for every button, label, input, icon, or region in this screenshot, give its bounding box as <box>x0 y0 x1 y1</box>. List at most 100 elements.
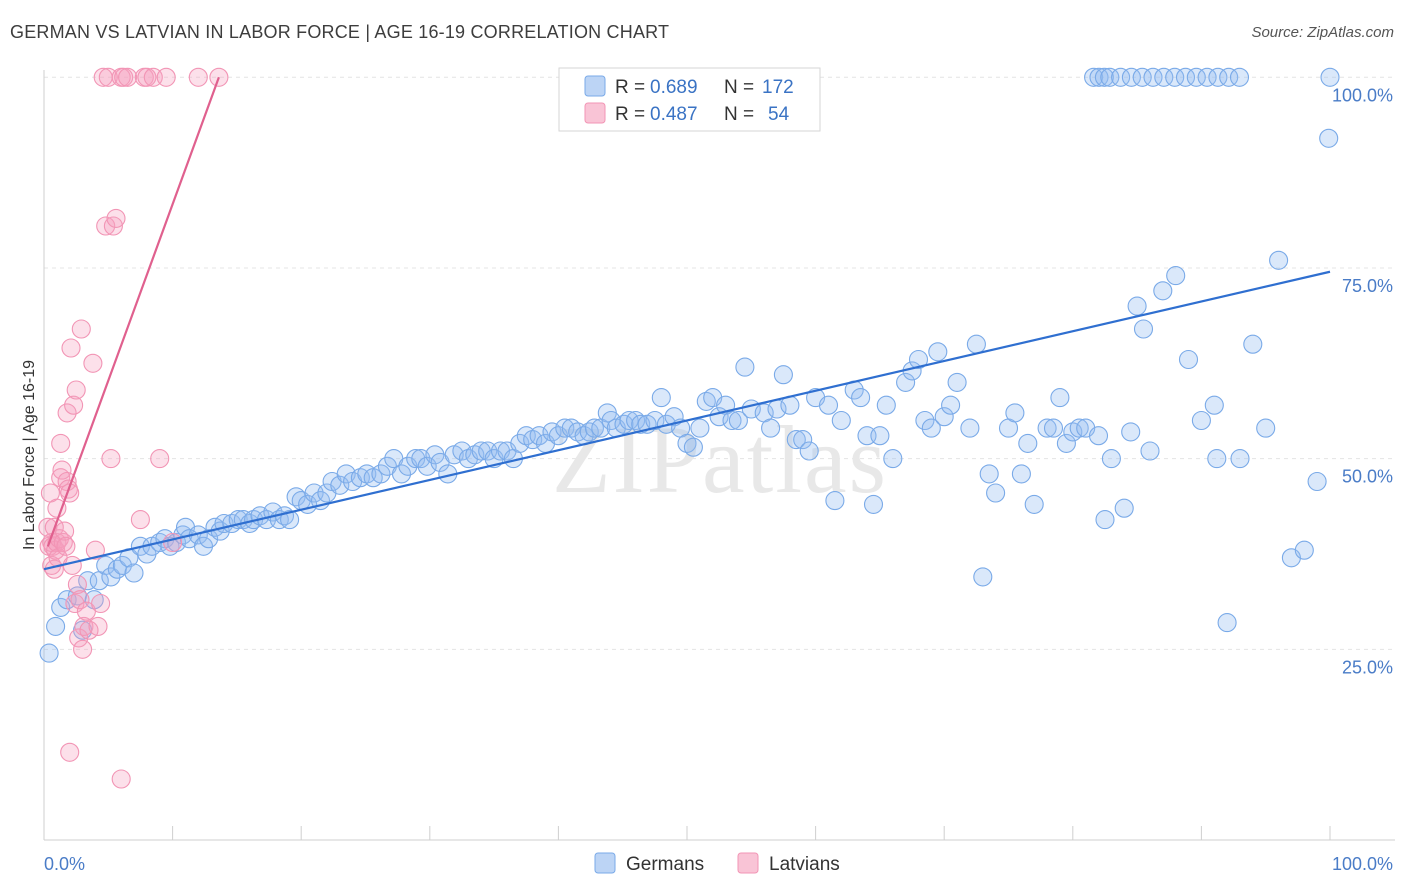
point-latvians <box>57 403 77 423</box>
point-germans <box>555 418 575 438</box>
point-germans <box>645 410 665 431</box>
point-germans <box>941 395 961 415</box>
point-germans <box>1175 67 1196 87</box>
point-germans <box>960 418 980 438</box>
point-germans <box>336 464 356 484</box>
point-germans <box>683 437 703 457</box>
point-germans <box>870 426 890 446</box>
point-germans <box>1320 67 1340 87</box>
point-germans <box>417 456 437 476</box>
point-germans <box>799 441 819 461</box>
point-germans <box>1111 67 1131 87</box>
point-germans <box>1153 281 1173 301</box>
legend-r-label-germans: R = <box>615 77 645 98</box>
y-axis-label: In Labor Force | Age 16-19 <box>21 360 38 550</box>
point-germans <box>1165 67 1185 87</box>
point-germans <box>876 395 896 415</box>
point-latvians <box>156 67 176 87</box>
point-germans <box>651 388 671 408</box>
point-germans <box>1100 67 1120 87</box>
point-latvians <box>103 216 123 236</box>
bottom-legend-label-latvians: Latvians <box>769 854 840 875</box>
point-germans <box>1207 449 1227 469</box>
point-germans <box>1154 67 1174 87</box>
axes <box>43 70 1395 841</box>
point-germans <box>51 597 71 617</box>
point-germans <box>1094 67 1114 87</box>
point-latvians <box>101 449 121 469</box>
point-germans <box>96 555 116 575</box>
legend-n-label-germans: N = <box>724 77 754 98</box>
trend-line-germans <box>43 270 1331 571</box>
point-germans <box>1011 464 1031 484</box>
point-latvians <box>188 67 208 87</box>
point-germans <box>1243 334 1263 354</box>
point-latvians <box>46 540 66 560</box>
point-germans <box>1132 67 1152 87</box>
point-germans <box>411 449 431 469</box>
point-germans <box>1143 67 1163 87</box>
point-germans <box>986 483 1006 503</box>
point-germans <box>735 357 755 377</box>
point-germans <box>1186 67 1206 87</box>
point-germans <box>1319 128 1339 148</box>
trend-lines <box>43 76 1331 571</box>
point-latvians <box>150 449 170 469</box>
point-latvians <box>62 555 82 575</box>
point-germans <box>584 418 604 438</box>
point-germans <box>286 487 306 507</box>
point-germans <box>1043 418 1064 438</box>
y-tick-labels: 25.0% 50.0% 75.0% 100.0% <box>1332 85 1393 677</box>
point-latvians <box>67 574 87 595</box>
point-germans <box>1191 410 1211 431</box>
legend-r-value-germans: 0.689 <box>650 77 698 98</box>
point-germans <box>831 410 851 431</box>
point-germans <box>896 372 916 392</box>
legend-n-value-latvians: 54 <box>768 104 790 125</box>
point-germans <box>46 616 66 636</box>
point-germans <box>851 388 871 408</box>
point-latvians <box>64 395 84 415</box>
point-germans <box>406 449 426 469</box>
point-germans <box>979 464 999 484</box>
point-germans <box>1121 67 1141 87</box>
point-germans <box>1294 540 1314 560</box>
point-latvians <box>61 338 81 358</box>
point-latvians <box>106 208 126 228</box>
point-germans <box>722 410 742 431</box>
point-germans <box>1056 433 1076 453</box>
point-germans <box>1256 418 1276 438</box>
point-germans <box>1197 67 1217 87</box>
point-latvians <box>85 540 105 560</box>
point-germans <box>818 395 839 415</box>
point-germans <box>199 529 219 549</box>
point-germans <box>947 372 967 392</box>
point-latvians <box>118 67 138 87</box>
point-germans <box>863 494 884 514</box>
point-germans <box>1084 67 1104 87</box>
point-germans <box>1229 67 1250 87</box>
legend-r-label-latvians: R = <box>615 104 645 125</box>
point-germans <box>1127 296 1147 316</box>
point-latvians <box>111 769 131 789</box>
point-germans <box>1095 510 1115 530</box>
point-germans <box>112 555 132 575</box>
point-germans <box>908 349 929 370</box>
point-germans <box>1204 395 1224 415</box>
point-latvians <box>74 616 94 636</box>
point-latvians <box>55 521 75 541</box>
point-germans <box>1088 426 1109 446</box>
point-germans <box>773 365 793 385</box>
series-latvians <box>38 67 229 789</box>
point-germans <box>1121 422 1141 442</box>
point-latvians <box>70 590 90 610</box>
point-germans <box>966 334 986 354</box>
point-germans <box>1018 433 1038 453</box>
point-germans <box>825 491 845 511</box>
source-label: Source: ZipAtlas.com <box>1251 24 1394 41</box>
point-germans <box>786 430 806 450</box>
point-latvians <box>88 616 108 636</box>
point-germans <box>761 418 781 438</box>
legend-n-value-germans: 172 <box>762 77 794 98</box>
point-germans <box>626 410 646 431</box>
